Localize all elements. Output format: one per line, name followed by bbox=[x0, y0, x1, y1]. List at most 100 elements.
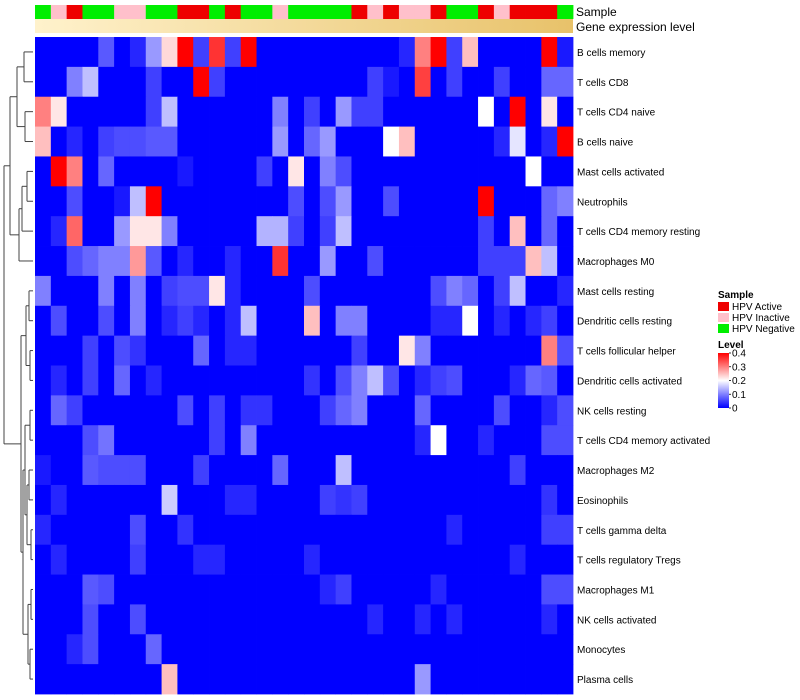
legend-swatch-hpv-inactive bbox=[718, 313, 729, 322]
heatmap-cell bbox=[256, 305, 273, 337]
legend-label-hpv-inactive: HPV Inactive bbox=[732, 313, 790, 324]
legend-swatch-hpv-negative bbox=[718, 324, 729, 333]
heatmap-cell bbox=[446, 186, 463, 217]
heatmap-cell bbox=[304, 425, 321, 456]
heatmap-cell bbox=[414, 425, 431, 456]
heatmap-cell bbox=[240, 246, 257, 277]
heatmap-cell bbox=[335, 664, 352, 695]
heatmap-cell bbox=[145, 604, 162, 635]
heatmap-cell bbox=[446, 335, 463, 366]
row-label: B cells memory bbox=[577, 48, 645, 59]
heatmap-cell bbox=[209, 604, 226, 635]
heatmap-cell bbox=[398, 604, 416, 635]
heatmap-cell bbox=[478, 126, 495, 157]
heatmap-cell bbox=[430, 66, 447, 98]
heatmap-cell bbox=[209, 216, 226, 247]
heatmap-cell bbox=[240, 544, 257, 575]
heatmap-cell bbox=[525, 335, 542, 366]
heatmap-cell bbox=[557, 305, 574, 337]
heatmap-cell bbox=[319, 37, 337, 68]
heatmap-cell bbox=[383, 574, 400, 605]
heatmap-cell bbox=[240, 335, 257, 366]
heatmap-cell bbox=[288, 335, 305, 366]
heatmap-cell bbox=[256, 514, 273, 546]
heatmap-cell bbox=[288, 425, 305, 456]
row-labels: B cells memory T cells CD8 T cells CD4 nai… bbox=[577, 48, 710, 686]
heatmap-cell bbox=[335, 37, 352, 68]
heatmap-cell bbox=[398, 484, 416, 516]
heatmap-cell bbox=[398, 156, 416, 187]
heatmap-cell bbox=[209, 96, 226, 127]
heatmap-cell bbox=[82, 664, 99, 695]
heatmap-cell bbox=[240, 186, 257, 217]
sample-annotation-cell bbox=[209, 5, 226, 19]
heatmap-cell bbox=[98, 216, 115, 247]
heatmap-cell bbox=[430, 305, 447, 337]
heatmap-cell bbox=[335, 186, 352, 217]
heatmap-cell bbox=[462, 604, 479, 635]
heatmap-cell bbox=[129, 305, 147, 337]
sample-annotation-cell bbox=[177, 5, 194, 19]
heatmap-cell bbox=[82, 634, 99, 665]
heatmap-cell bbox=[462, 634, 479, 665]
heatmap-cell bbox=[478, 455, 495, 486]
heatmap-cell bbox=[129, 425, 147, 456]
heatmap-cell bbox=[35, 634, 52, 665]
heatmap-cell bbox=[35, 216, 52, 247]
row-label: Mast cells activated bbox=[577, 167, 664, 178]
heatmap-cell bbox=[430, 275, 447, 307]
sample-annotation-cell bbox=[35, 5, 52, 19]
heatmap-cell bbox=[414, 455, 431, 486]
heatmap-cell bbox=[98, 514, 115, 546]
heatmap-cell bbox=[462, 37, 479, 68]
sample-annotation-cell bbox=[478, 5, 495, 19]
heatmap-cell bbox=[240, 305, 257, 337]
heatmap-cell bbox=[541, 186, 558, 217]
heatmap-cell bbox=[129, 96, 147, 127]
sample-annotation-cell bbox=[446, 5, 463, 19]
heatmap-cell bbox=[272, 514, 289, 546]
heatmap-cell bbox=[224, 96, 242, 127]
heatmap-cell bbox=[193, 66, 210, 98]
heatmap-cell bbox=[335, 156, 352, 187]
heatmap-cell bbox=[35, 275, 52, 307]
sample-annotation-cell bbox=[557, 5, 574, 19]
heatmap-cell bbox=[319, 96, 337, 127]
heatmap-cell bbox=[525, 455, 542, 486]
heatmap-cell bbox=[224, 604, 242, 635]
heatmap-cell bbox=[367, 604, 384, 635]
heatmap-cell bbox=[224, 574, 242, 605]
heatmap-cell bbox=[224, 455, 242, 486]
heatmap-cell bbox=[493, 96, 511, 127]
heatmap-cell bbox=[50, 126, 68, 157]
heatmap-cell bbox=[66, 634, 83, 665]
heatmap-cell bbox=[319, 66, 337, 98]
heatmap-cell bbox=[525, 305, 542, 337]
heatmap-cell bbox=[319, 425, 337, 456]
heatmap-cell bbox=[193, 544, 210, 575]
heatmap-cell bbox=[272, 634, 289, 665]
heatmap-cell bbox=[50, 544, 68, 575]
heatmap-cell bbox=[525, 395, 542, 426]
heatmap-cell bbox=[319, 514, 337, 546]
heatmap-cell bbox=[351, 37, 368, 68]
sample-annotation-cell bbox=[351, 5, 368, 19]
gene-expression-track bbox=[35, 19, 573, 33]
heatmap-cell bbox=[288, 305, 305, 337]
heatmap-cell bbox=[193, 574, 210, 605]
heatmap-cell bbox=[398, 37, 416, 68]
heatmap-cell bbox=[114, 335, 131, 366]
heatmap-cell bbox=[98, 425, 115, 456]
heatmap-cell bbox=[351, 514, 368, 546]
heatmap-cell bbox=[145, 634, 162, 665]
heatmap-cell bbox=[446, 395, 463, 426]
heatmap-cell bbox=[509, 574, 526, 605]
heatmap-cell bbox=[525, 216, 542, 247]
heatmap-cell bbox=[98, 66, 115, 98]
heatmap-cell bbox=[430, 37, 447, 68]
heatmap-cell bbox=[367, 514, 384, 546]
heatmap-cell bbox=[446, 66, 463, 98]
heatmap-cell bbox=[161, 216, 178, 247]
heatmap-cell bbox=[430, 126, 447, 157]
heatmap-cell bbox=[177, 544, 194, 575]
